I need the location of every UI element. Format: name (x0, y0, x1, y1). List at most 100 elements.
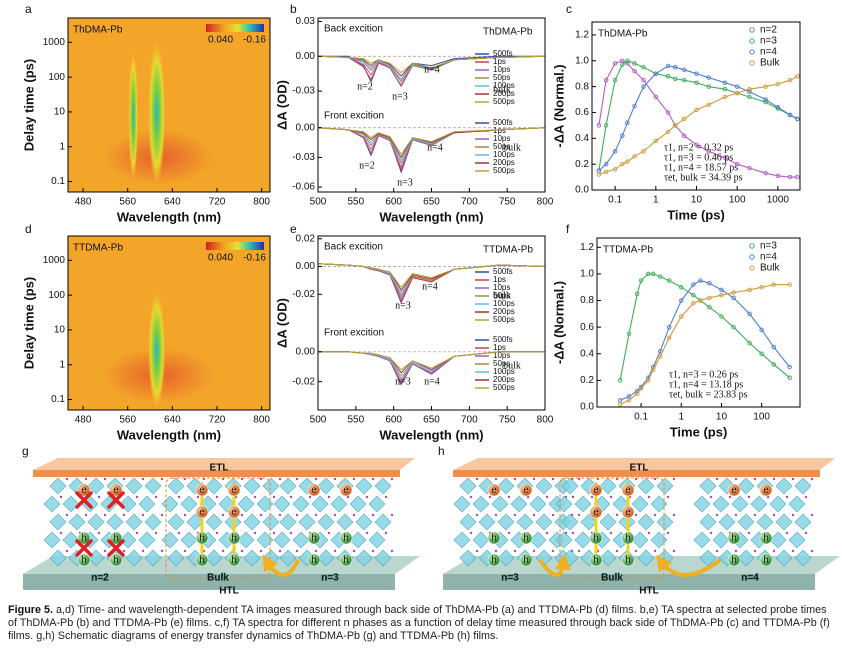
data-point (734, 84, 740, 89)
organic-dot (59, 495, 63, 499)
octahedron (374, 549, 392, 567)
electron (621, 483, 635, 497)
organic-dot (709, 495, 713, 499)
organic-dot (272, 531, 276, 535)
x-tick-label: 700 (461, 415, 478, 426)
organic-dot (747, 495, 751, 499)
legend-label: Bulk (760, 58, 780, 69)
organic-dot (715, 513, 719, 517)
y-tick-label: 1000 (43, 255, 66, 266)
data-point (747, 311, 752, 317)
spectrum-line (318, 351, 545, 371)
organic-dot (183, 549, 187, 553)
octahedron (561, 513, 579, 531)
carrier-label: e (311, 485, 317, 496)
hole (519, 531, 533, 545)
octahedron (161, 531, 179, 549)
y-tick-label: 10 (54, 107, 66, 118)
hole (727, 553, 741, 567)
organic-dot (590, 495, 594, 499)
hole (759, 553, 773, 567)
sample-label: TTDMA-Pb (603, 245, 653, 256)
data-point (771, 362, 776, 367)
etl-top (33, 458, 415, 470)
carrier-label: h (593, 533, 599, 544)
octahedron (256, 495, 274, 513)
octahedron (180, 495, 198, 513)
octahedron (788, 531, 806, 549)
x-tick-label: 700 (461, 197, 478, 208)
organic-dot (753, 549, 757, 553)
x-tick-label: 100 (753, 412, 770, 423)
organic-dot (577, 549, 581, 553)
data-point (787, 77, 793, 83)
fit-line (598, 65, 798, 172)
organic-dot (177, 495, 181, 499)
data-point (747, 89, 752, 95)
y-tick-label: 100 (48, 290, 65, 301)
carrier-label: h (199, 533, 205, 544)
carrier-label: e (763, 485, 769, 496)
electron (77, 483, 91, 497)
sample-label: ThDMA-Pb (73, 25, 123, 36)
octahedron (262, 513, 280, 531)
data-point (771, 344, 776, 350)
x-tick-label: 560 (119, 415, 136, 426)
data-point (626, 398, 632, 403)
octahedron (472, 531, 490, 549)
fit-line (598, 60, 798, 171)
y-axis-label: ΔA (OD) (274, 80, 289, 130)
etl-top (453, 458, 835, 470)
organic-dot (634, 513, 638, 517)
phase-label: bulk (503, 142, 521, 153)
legend-label: 500fs (493, 118, 513, 127)
organic-dot (352, 549, 356, 553)
heatmap-band (147, 28, 166, 182)
x-tick-label: 550 (347, 415, 364, 426)
legend-label: 1ps (493, 275, 506, 284)
phase-label: n=3 (321, 573, 339, 584)
octahedron (368, 531, 386, 549)
legend-label: 100ps (493, 367, 515, 376)
organic-dot (371, 477, 375, 481)
data-point (632, 154, 637, 159)
organic-dot (672, 549, 676, 553)
x-tick-label: 640 (164, 197, 181, 208)
organic-dot (314, 477, 318, 481)
organic-dot (734, 549, 738, 553)
annotation: τ1, n=3 = 0.46 ps (664, 152, 733, 163)
legend-label: 200ps (493, 158, 515, 167)
legend-marker (749, 265, 755, 271)
organic-dot (314, 513, 318, 517)
organic-dot (532, 549, 536, 553)
x-tick-label: 0.1 (608, 195, 622, 206)
octahedron (656, 477, 674, 495)
data-point (632, 61, 637, 66)
y-tick-label: 0.03 (296, 16, 316, 27)
data-point (625, 159, 630, 164)
organic-dot (715, 549, 719, 553)
data-point (694, 107, 699, 113)
x-tick-label: 500 (310, 197, 327, 208)
data-point (682, 116, 687, 122)
y-tick-label: 0.6 (575, 107, 589, 118)
spectrum-line (317, 263, 546, 289)
organic-dot (532, 477, 536, 481)
legend-label: Bulk (760, 263, 780, 274)
octahedron (712, 495, 730, 513)
legend-label: n=4 (760, 252, 777, 263)
panel-letter: h (438, 444, 445, 458)
octahedron (311, 495, 329, 513)
carrier-label: h (231, 555, 237, 566)
octahedron (180, 531, 198, 549)
organic-dot (577, 513, 581, 517)
organic-dot (747, 531, 751, 535)
legend-label: 1ps (493, 57, 506, 66)
data-point (632, 68, 637, 74)
y-tick-label: 0.0 (580, 402, 594, 413)
organic-dot (183, 513, 187, 517)
carrier-label: h (343, 555, 349, 566)
data-point (694, 142, 699, 148)
y-tick-label: 1000 (43, 37, 66, 48)
